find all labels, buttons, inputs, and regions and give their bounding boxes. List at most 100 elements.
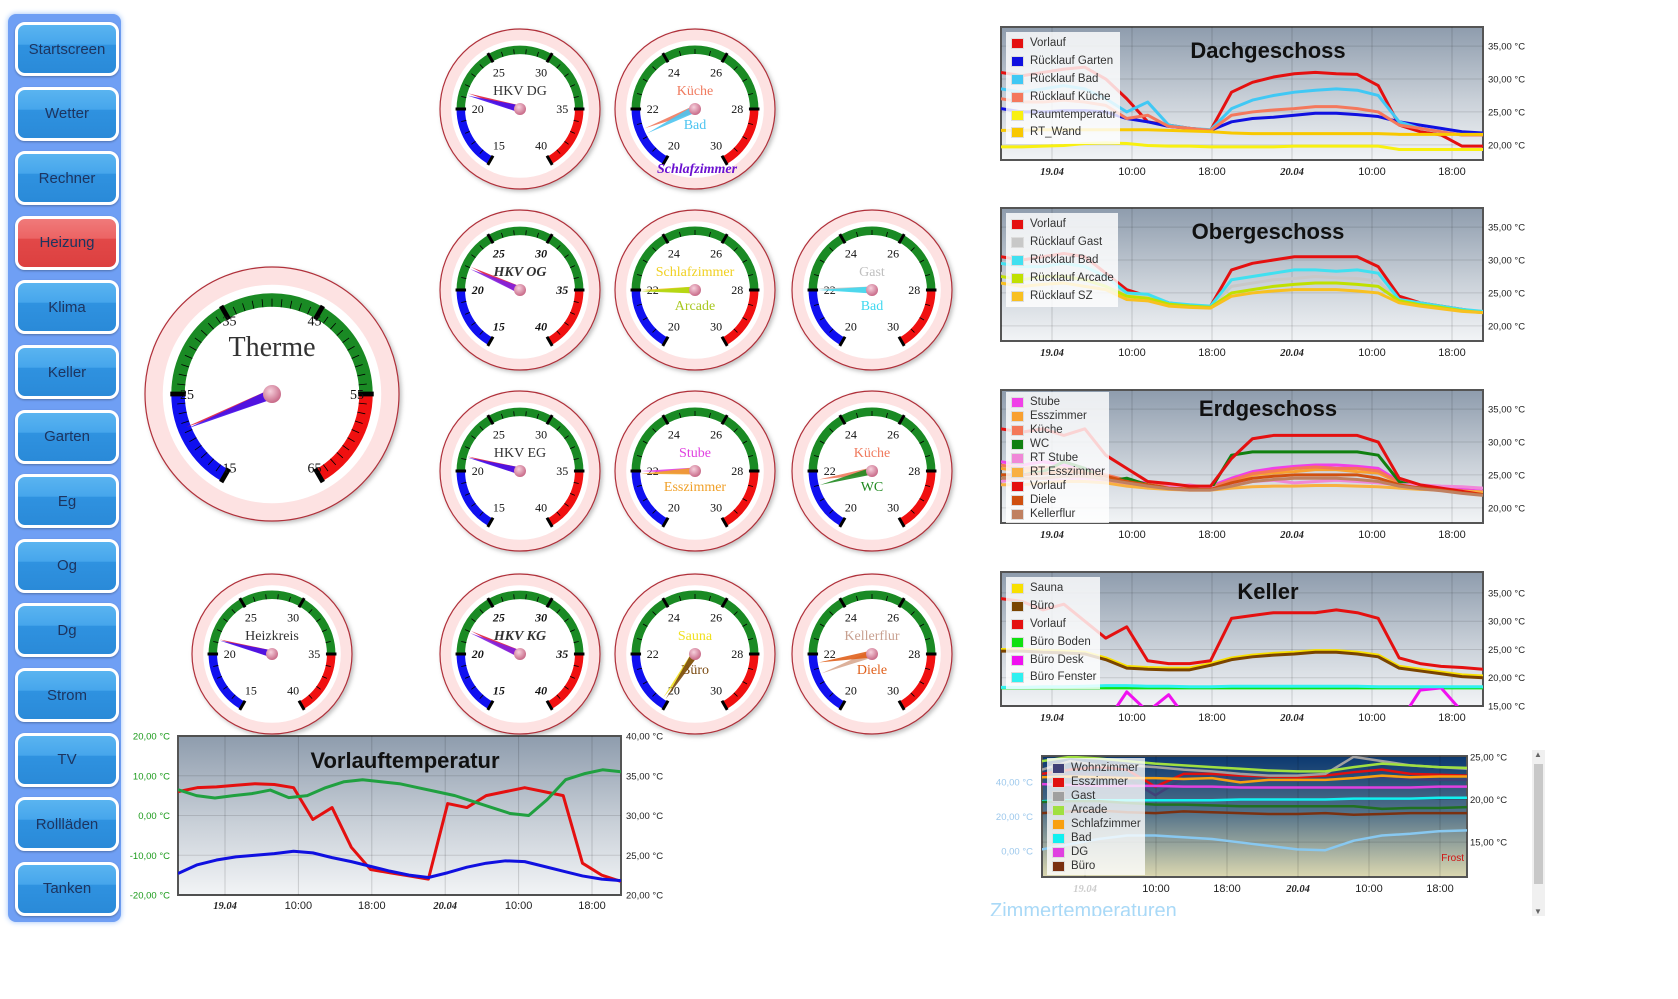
legend-item[interactable]: Büro Fenster [1011, 669, 1096, 687]
gauge-tick-label: 15 [493, 139, 505, 153]
legend-item[interactable]: Kellerflur [1011, 507, 1105, 521]
gauge-minor-tick [216, 675, 222, 679]
gauge-minor-tick [479, 511, 484, 516]
legend-item[interactable]: Stube [1011, 395, 1105, 409]
gauge-needle [467, 457, 521, 475]
series-line-raumtemperatur [1001, 141, 1483, 151]
legend-item[interactable]: RT_Wand [1011, 124, 1116, 142]
scrollbar-thumb[interactable] [1534, 764, 1543, 884]
legend-item[interactable]: Sauna [1011, 580, 1096, 598]
x-tick-label: 18:00 [1213, 883, 1241, 895]
gauge-tick-label: 20 [668, 139, 680, 153]
nav-button-og[interactable]: Og [15, 538, 119, 593]
legend-item[interactable]: Gast [1052, 789, 1141, 803]
nav-button-eg[interactable]: Eg [15, 474, 119, 529]
nav-button-heizung[interactable]: Heizung [15, 215, 119, 270]
gauge-tick-label: 26 [710, 611, 722, 625]
gauge-minor-tick [564, 73, 569, 78]
gauge-label-top: HKV DG [493, 84, 547, 99]
gauge-minor-tick [829, 692, 834, 697]
legend-item[interactable]: Schlafzimmer [1052, 817, 1141, 831]
gauge-tick-label: 20 [668, 501, 680, 515]
x-tick-label: 18:00 [1438, 347, 1466, 359]
gauge-minor-tick [189, 437, 197, 443]
legend-item[interactable]: Vorlauf [1011, 216, 1114, 234]
gauge-needle [186, 389, 274, 429]
legend-item[interactable]: Büro [1011, 598, 1096, 616]
legend-item[interactable]: Bad [1052, 831, 1141, 845]
chart-legend-obergeschoss: Vorlauf Rücklauf Gast Rücklauf Bad Rücklauf… [1006, 213, 1118, 307]
legend-item[interactable]: Esszimmer [1052, 775, 1141, 789]
gauge-minor-tick [525, 49, 527, 55]
x-tick-label: 18:00 [1198, 347, 1226, 359]
legend-item[interactable]: Vorlauf [1011, 35, 1116, 53]
legend-item[interactable]: Wohnzimmer [1052, 761, 1141, 775]
legend-item[interactable]: Rücklauf SZ [1011, 287, 1114, 305]
chart-vorlauftemperatur: 19.04 10:00 18:00 20.04 10:00 18:00 40,00 °C 35… [130, 732, 663, 913]
legend-item[interactable]: DG [1052, 845, 1141, 859]
gauge-minor-tick [471, 140, 476, 145]
x-tick-label: 10:00 [1355, 883, 1383, 895]
nav-button-rollläden[interactable]: Rollläden [15, 797, 119, 852]
gauge-tick-label: 35 [556, 464, 568, 478]
gauge-needle [819, 467, 873, 485]
gauge-minor-tick [636, 303, 643, 306]
nav-button-keller[interactable]: Keller [15, 345, 119, 399]
legend-item[interactable]: Rücklauf Arcade [1011, 269, 1114, 287]
gauge-tick-label: 30 [534, 611, 547, 625]
legend-item[interactable]: Rücklauf Küche [1011, 88, 1116, 106]
gauge-minor-tick [856, 412, 859, 419]
gauge-tick-label: 20 [845, 684, 857, 698]
nav-button-dg[interactable]: Dg [15, 603, 119, 658]
gauge-minor-tick [513, 49, 515, 55]
y-tick-label: 10,00 °C [133, 771, 170, 782]
legend-item[interactable]: RT Stube [1011, 451, 1105, 465]
legend-item[interactable]: Raumtemperatur [1011, 106, 1116, 124]
nav-button-klima[interactable]: Klima [15, 280, 119, 335]
y-tick-label: 35,00 °C [1488, 405, 1525, 416]
scrollbar[interactable]: ▲ ▼ [1532, 750, 1545, 916]
nav-button-tv[interactable]: TV [15, 732, 119, 787]
legend-swatch [1011, 508, 1024, 520]
legend-item[interactable]: RT Esszimmer [1011, 465, 1105, 479]
legend-item[interactable]: WC [1011, 437, 1105, 451]
legend-item[interactable]: Rücklauf Garten [1011, 53, 1116, 71]
legend-item[interactable]: Vorlauf [1011, 479, 1105, 493]
legend-item[interactable]: Büro Desk [1011, 651, 1096, 669]
nav-button-garten[interactable]: Garten [15, 409, 119, 464]
legend-label: RT Esszimmer [1030, 465, 1105, 478]
legend-item[interactable]: Vorlauf [1011, 616, 1096, 634]
gauge-label-bottom: WC [861, 480, 884, 495]
legend-item[interactable]: Küche [1011, 423, 1105, 437]
legend-item[interactable]: Rücklauf Bad [1011, 252, 1114, 270]
gauge-major-tick [313, 467, 325, 484]
legend-item[interactable]: Rücklauf Bad [1011, 71, 1116, 89]
gauge-minor-tick [573, 665, 579, 667]
nav-button-strom[interactable]: Strom [15, 668, 119, 722]
gauge-tick-label: 28 [731, 464, 743, 478]
chart-title-zimmertemperaturen: Zimmertemperaturen [990, 900, 1177, 916]
legend-item[interactable]: Arcade [1052, 803, 1141, 817]
legend-swatch [1011, 219, 1024, 231]
gauge-major-tick [545, 154, 554, 166]
nav-button-startscreen[interactable]: Startscreen [15, 22, 119, 76]
legend-label: Rücklauf Garten [1030, 55, 1114, 68]
nav-button-rechner[interactable]: Rechner [15, 151, 119, 206]
legend-item[interactable]: Esszimmer [1011, 409, 1105, 423]
legend-item[interactable]: Diele [1011, 493, 1105, 507]
gauge-minor-tick [556, 245, 561, 250]
gauge-therme: 15 25 35 45 55 65 Therme [144, 266, 400, 522]
legend-item[interactable]: Rücklauf Gast [1011, 234, 1114, 252]
legend-item[interactable]: Büro Boden [1011, 633, 1096, 651]
gauge-minor-tick [570, 265, 576, 269]
gauge-minor-tick [642, 681, 648, 685]
gauge-minor-tick [358, 383, 367, 386]
nav-button-tanken[interactable]: Tanken [15, 861, 119, 916]
gauge-tick-label: 26 [710, 247, 722, 261]
gauge-needle-hub [514, 103, 526, 115]
nav-button-wetter[interactable]: Wetter [15, 86, 119, 141]
scroll-down-arrow-icon[interactable]: ▼ [1534, 907, 1542, 916]
legend-item[interactable]: Büro [1052, 859, 1141, 873]
gauge-minor-tick [461, 301, 467, 303]
scroll-up-arrow-icon[interactable]: ▲ [1534, 750, 1542, 759]
